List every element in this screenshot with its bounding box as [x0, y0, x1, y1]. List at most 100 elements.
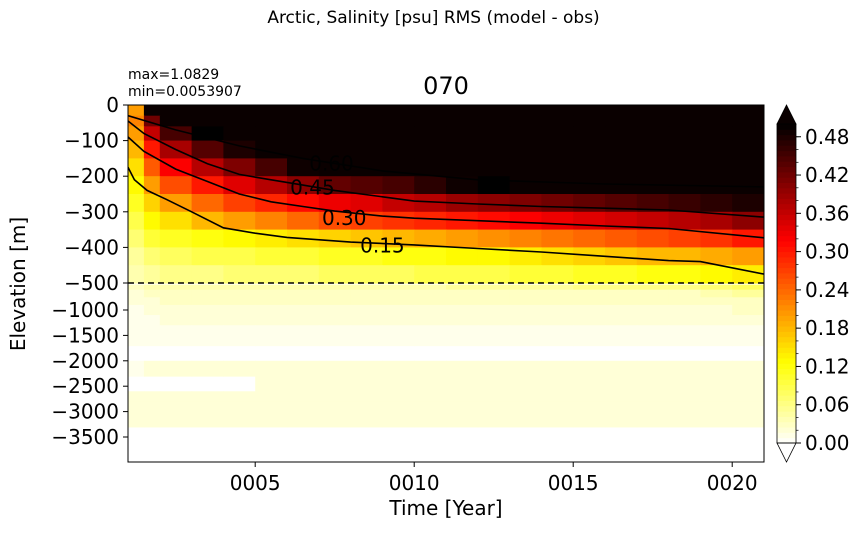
contour-label: 0.15: [360, 234, 405, 258]
heatmap-cell: [509, 194, 542, 213]
heatmap-cell: [573, 335, 606, 347]
heatmap-cell: [143, 411, 161, 428]
heatmap-cell: [446, 335, 479, 347]
heatmap-cell: [732, 346, 764, 362]
heatmap-cell: [350, 325, 383, 336]
heatmap-cell: [128, 346, 145, 362]
heatmap-cell: [636, 289, 670, 298]
heatmap-cell: [350, 211, 383, 231]
heatmap-cell: [255, 401, 288, 413]
heatmap-cell: [255, 289, 288, 298]
colorbar-segment: [777, 331, 796, 338]
colorbar-segment: [777, 288, 796, 295]
heatmap-cell: [446, 115, 479, 127]
heatmap-cell: [541, 176, 574, 195]
heatmap-cell: [414, 335, 447, 347]
heatmap-cell: [573, 211, 606, 231]
heatmap-cell: [605, 115, 638, 127]
heatmap-cell: [509, 176, 542, 195]
heatmap-cell: [541, 211, 574, 231]
colorbar-segment: [777, 294, 796, 300]
heatmap-cell: [509, 105, 542, 117]
heatmap-cell: [223, 411, 256, 428]
heatmap-cell: [414, 229, 447, 248]
heatmap-cell: [318, 229, 352, 248]
colorbar-segment: [777, 134, 796, 141]
heatmap-cell: [160, 346, 192, 362]
colorbar-segment: [777, 198, 796, 205]
heatmap-cell: [255, 265, 288, 284]
heatmap-cell: [700, 325, 733, 336]
heatmap-cell: [223, 211, 256, 231]
heatmap-cell: [636, 284, 670, 291]
heatmap-cell: [446, 304, 479, 316]
heatmap-cell: [350, 265, 383, 284]
heatmap-cell: [446, 140, 479, 159]
heatmap-cell: [636, 401, 670, 413]
heatmap-cell: [510, 427, 542, 443]
heatmap-cell: [255, 304, 288, 316]
colorbar-segment: [777, 437, 796, 444]
heatmap-cell: [382, 391, 415, 403]
heatmap-cell: [287, 140, 320, 159]
colorbar-segment: [777, 357, 796, 364]
heatmap-cell: [191, 325, 224, 336]
colorbar-segment: [777, 129, 796, 136]
heatmap-cell: [414, 176, 447, 195]
y-tick-label: 0: [106, 93, 119, 117]
colorbar-frame: [776, 123, 797, 444]
colorbar-extend-max: [776, 104, 797, 125]
heatmap-cell: [128, 411, 145, 428]
heatmap-cell: [128, 401, 145, 413]
colorbar-segment: [777, 161, 796, 168]
heatmap-cell: [446, 391, 479, 403]
heatmap-cell: [414, 115, 447, 127]
heatmap-cell: [700, 194, 733, 213]
heatmap-cell: [414, 265, 447, 284]
heatmap-cell: [446, 105, 479, 117]
heatmap-cell: [732, 176, 764, 195]
heatmap-cell: [382, 284, 415, 291]
heatmap-cell: [509, 335, 542, 347]
heatmap-cell: [605, 360, 638, 377]
heatmap-cell: [509, 391, 542, 403]
heatmap-cell: [541, 401, 574, 413]
heatmap-cell: [636, 247, 670, 266]
heatmap-cell: [287, 346, 319, 362]
heatmap-cell: [191, 289, 224, 298]
heatmap-cell: [143, 391, 161, 403]
y-tick-label: −400: [64, 235, 119, 259]
heatmap-cell: [509, 140, 542, 159]
y-tick-label: −100: [64, 129, 119, 153]
heatmap-cell: [541, 194, 574, 213]
heatmap-cell: [700, 346, 732, 362]
heatmap-cell: [446, 126, 479, 142]
heatmap-cell: [477, 194, 511, 213]
heatmap-cell: [414, 247, 447, 266]
heatmap-cell: [605, 229, 638, 248]
heatmap-cell: [318, 391, 352, 403]
heatmap-cell: [414, 315, 447, 326]
heatmap-cell: [287, 325, 320, 336]
heatmap-cell: [318, 376, 352, 392]
contour-line: [128, 120, 764, 218]
heatmap-cell: [192, 427, 224, 443]
colorbar-segment: [777, 384, 796, 391]
heatmap-cell: [144, 376, 161, 392]
heatmap-cell: [287, 427, 319, 443]
heatmap-cell: [477, 265, 511, 284]
heatmap-cell: [287, 265, 320, 284]
heatmap-cell: [477, 335, 511, 347]
heatmap-cell: [144, 346, 161, 362]
heatmap-cell: [255, 335, 288, 347]
heatmap-cell: [477, 158, 511, 177]
heatmap-cell: [287, 335, 320, 347]
heatmap-cell: [636, 229, 670, 248]
heatmap-cell: [223, 265, 256, 284]
colorbar-segment: [777, 203, 796, 210]
heatmap-cell: [732, 304, 764, 316]
heatmap-cell: [509, 360, 542, 377]
heatmap-cell: [700, 284, 733, 291]
heatmap-cell: [573, 158, 606, 177]
heatmap-cell: [732, 411, 764, 428]
